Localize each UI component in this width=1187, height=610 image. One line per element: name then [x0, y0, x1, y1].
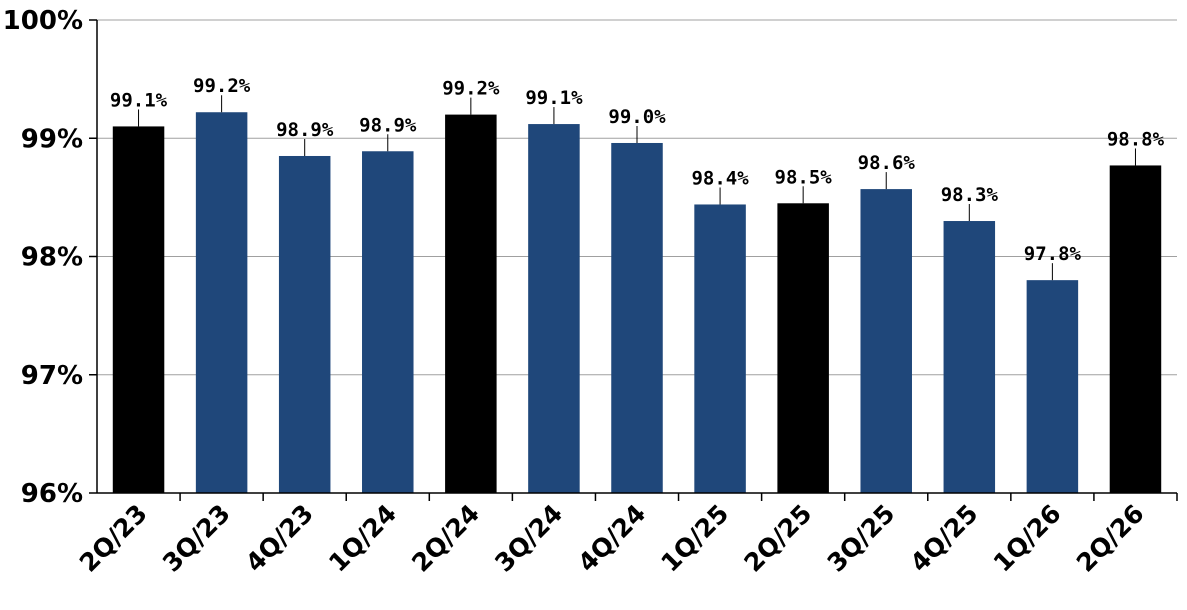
x-tick-label: 3Q/23	[157, 499, 236, 578]
data-labels: 99.1% 99.2% 98.9% 98.9% 99.2% 99.1% 99.0% 98.4%…	[110, 75, 1165, 281]
y-tick-label: 97%	[21, 361, 83, 391]
bar-2Q-23	[112, 126, 165, 494]
bar-3Q-23	[195, 112, 248, 494]
y-tick-label: 96%	[21, 479, 83, 509]
bar-4Q-24	[611, 142, 663, 494]
x-tick-label: 2Q/25	[738, 499, 817, 578]
data-label: 98.5%	[775, 166, 833, 188]
x-tick-label: 4Q/24	[572, 499, 651, 578]
bar-4Q-23	[278, 155, 331, 494]
data-label: 99.0%	[608, 106, 666, 128]
data-label: 99.2%	[442, 78, 500, 100]
data-label: 98.9%	[276, 119, 334, 141]
data-label: 98.9%	[359, 114, 417, 136]
bars	[112, 112, 1162, 494]
x-tick-label: 1Q/25	[655, 499, 734, 578]
data-label: 98.8%	[1107, 128, 1165, 150]
x-tick-label: 2Q/23	[74, 499, 153, 578]
bar-3Q-24	[528, 124, 580, 493]
data-label: 98.3%	[941, 184, 999, 206]
bar-2Q-24	[445, 114, 497, 493]
x-tick-label: 2Q/24	[406, 499, 485, 578]
bar-4Q-25	[943, 221, 996, 493]
bar-2Q-26	[1109, 165, 1162, 493]
data-label: 99.1%	[110, 89, 168, 111]
data-label: 98.4%	[691, 167, 749, 189]
bar-1Q-24	[362, 151, 414, 493]
y-tick-label: 100%	[3, 6, 83, 36]
y-axis-ticks: 96% 97% 98% 99% 100%	[3, 6, 97, 509]
data-label: 99.2%	[193, 75, 251, 97]
bar-1Q-25	[694, 204, 746, 493]
bar-1Q-26	[1026, 280, 1079, 493]
x-tick-label: 1Q/26	[988, 499, 1067, 578]
y-tick-label: 98%	[21, 243, 83, 273]
x-tick-label: 3Q/24	[489, 499, 568, 578]
x-tick-label: 3Q/25	[822, 499, 901, 578]
bar-3Q-25	[860, 189, 912, 493]
x-tick-label: 4Q/25	[905, 499, 984, 578]
data-label: 98.6%	[858, 152, 916, 174]
y-tick-label: 99%	[21, 124, 83, 154]
bar-2Q-25	[777, 203, 829, 493]
x-tick-label: 1Q/24	[323, 499, 402, 578]
x-tick-label: 2Q/26	[1071, 499, 1150, 578]
x-tick-label: 4Q/23	[240, 499, 319, 578]
x-axis-ticks: 2Q/23 3Q/23 4Q/23 1Q/24 2Q/24 3Q/24 4Q/24 1Q/25…	[74, 493, 1178, 578]
data-label: 97.8%	[1024, 243, 1082, 265]
data-label: 99.1%	[525, 87, 583, 109]
